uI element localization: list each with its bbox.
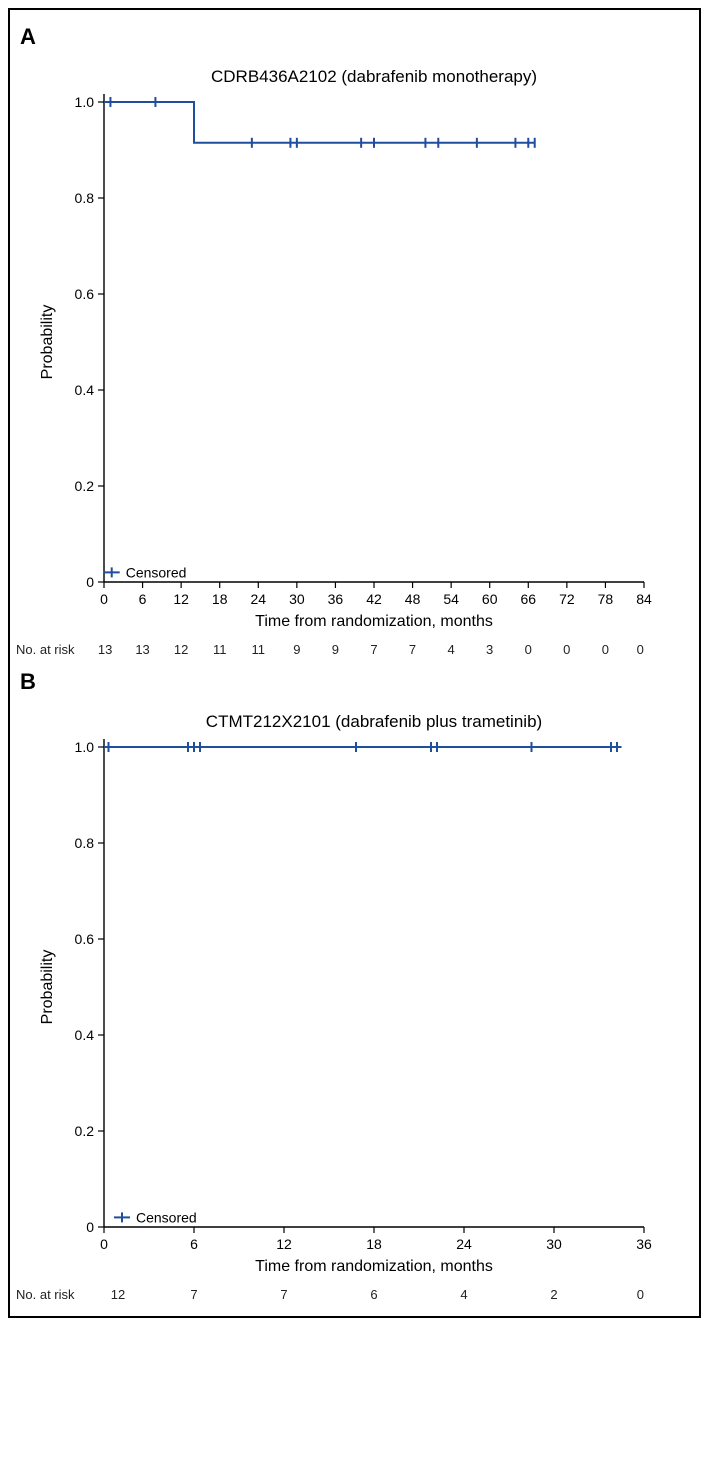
risk-value: 13 bbox=[123, 642, 162, 657]
panel-a-svg: CDRB436A2102 (dabrafenib monotherapy) 0 0.… bbox=[16, 52, 686, 642]
svg-text:36: 36 bbox=[328, 591, 344, 607]
panel-b-chart: CTMT212X2101 (dabrafenib plus trametinib… bbox=[16, 697, 693, 1287]
risk-label: No. at risk bbox=[16, 1287, 87, 1302]
svg-text:18: 18 bbox=[212, 591, 228, 607]
risk-value: 11 bbox=[200, 642, 239, 657]
svg-text:CDRB436A2102 (dabrafenib monot: CDRB436A2102 (dabrafenib monotherapy) bbox=[211, 67, 537, 86]
svg-text:0.8: 0.8 bbox=[75, 835, 95, 851]
svg-text:CTMT212X2101 (dabrafenib plus: CTMT212X2101 (dabrafenib plus trametinib… bbox=[206, 712, 542, 731]
risk-value: 9 bbox=[316, 642, 355, 657]
risk-value: 7 bbox=[239, 1287, 329, 1302]
panel-a-chart: CDRB436A2102 (dabrafenib monotherapy) 0 0.… bbox=[16, 52, 693, 642]
svg-text:60: 60 bbox=[482, 591, 498, 607]
svg-text:0: 0 bbox=[100, 591, 108, 607]
svg-text:66: 66 bbox=[520, 591, 536, 607]
svg-text:0.6: 0.6 bbox=[75, 931, 95, 947]
panel-a-label: A bbox=[20, 24, 693, 50]
svg-text:0.8: 0.8 bbox=[75, 190, 95, 206]
svg-text:Time from randomization, month: Time from randomization, months bbox=[255, 1258, 493, 1275]
svg-text:12: 12 bbox=[276, 1236, 292, 1252]
risk-value: 13 bbox=[87, 642, 123, 657]
svg-text:48: 48 bbox=[405, 591, 421, 607]
panel-b-risk-row: No. at risk12776420 bbox=[16, 1287, 693, 1310]
panel-b-svg: CTMT212X2101 (dabrafenib plus trametinib… bbox=[16, 697, 686, 1287]
svg-text:1.0: 1.0 bbox=[75, 739, 95, 755]
svg-text:0: 0 bbox=[86, 574, 94, 590]
svg-text:42: 42 bbox=[366, 591, 382, 607]
svg-text:78: 78 bbox=[598, 591, 614, 607]
risk-value: 11 bbox=[239, 642, 278, 657]
svg-text:24: 24 bbox=[456, 1236, 472, 1252]
svg-text:0: 0 bbox=[100, 1236, 108, 1252]
svg-text:30: 30 bbox=[289, 591, 305, 607]
svg-text:6: 6 bbox=[190, 1236, 198, 1252]
panel-a: A CDRB436A2102 (dabrafenib monotherapy) 0… bbox=[16, 24, 693, 665]
svg-text:0.2: 0.2 bbox=[75, 1123, 95, 1139]
panel-a-risk-row: No. at risk13131211119977430000 bbox=[16, 642, 693, 665]
svg-text:Time from randomization, month: Time from randomization, months bbox=[255, 613, 493, 630]
risk-value: 0 bbox=[586, 642, 625, 657]
svg-text:0.6: 0.6 bbox=[75, 286, 95, 302]
svg-text:Probability: Probability bbox=[39, 950, 56, 1025]
svg-text:12: 12 bbox=[173, 591, 189, 607]
risk-value: 12 bbox=[162, 642, 201, 657]
risk-value: 2 bbox=[509, 1287, 599, 1302]
svg-text:0.4: 0.4 bbox=[75, 382, 95, 398]
svg-text:72: 72 bbox=[559, 591, 575, 607]
svg-text:6: 6 bbox=[139, 591, 147, 607]
svg-text:Censored: Censored bbox=[136, 1209, 197, 1225]
svg-text:30: 30 bbox=[546, 1236, 562, 1252]
risk-value: 0 bbox=[547, 642, 586, 657]
svg-text:54: 54 bbox=[443, 591, 459, 607]
risk-label: No. at risk bbox=[16, 642, 87, 657]
risk-value: 0 bbox=[625, 642, 644, 657]
panel-b: B CTMT212X2101 (dabrafenib plus trametin… bbox=[16, 669, 693, 1310]
svg-text:1.0: 1.0 bbox=[75, 94, 95, 110]
risk-value: 6 bbox=[329, 1287, 419, 1302]
risk-value: 7 bbox=[149, 1287, 239, 1302]
svg-text:84: 84 bbox=[636, 591, 652, 607]
risk-value: 4 bbox=[419, 1287, 509, 1302]
risk-value: 7 bbox=[393, 642, 432, 657]
svg-text:36: 36 bbox=[636, 1236, 652, 1252]
svg-text:24: 24 bbox=[250, 591, 266, 607]
svg-text:18: 18 bbox=[366, 1236, 382, 1252]
risk-value: 0 bbox=[509, 642, 548, 657]
risk-value: 3 bbox=[470, 642, 509, 657]
risk-value: 9 bbox=[278, 642, 317, 657]
panel-b-label: B bbox=[20, 669, 693, 695]
risk-value: 12 bbox=[87, 1287, 149, 1302]
svg-text:Probability: Probability bbox=[39, 305, 56, 380]
risk-value: 4 bbox=[432, 642, 471, 657]
figure-container: A CDRB436A2102 (dabrafenib monotherapy) 0… bbox=[8, 8, 701, 1318]
svg-text:0: 0 bbox=[86, 1219, 94, 1235]
svg-text:0.2: 0.2 bbox=[75, 478, 95, 494]
svg-text:0.4: 0.4 bbox=[75, 1027, 95, 1043]
svg-text:Censored: Censored bbox=[126, 564, 187, 580]
risk-value: 7 bbox=[355, 642, 394, 657]
risk-value: 0 bbox=[599, 1287, 644, 1302]
